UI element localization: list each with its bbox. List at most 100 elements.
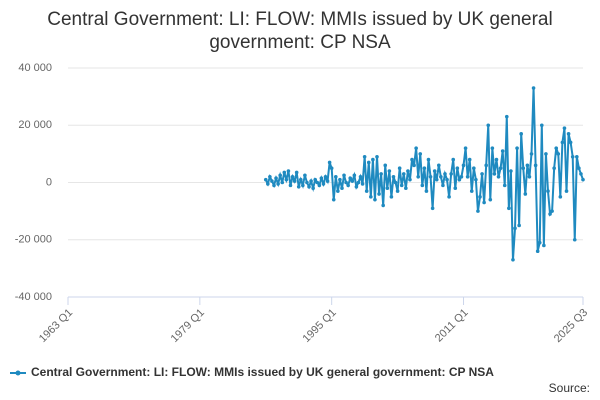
point bbox=[412, 163, 416, 168]
point bbox=[566, 132, 571, 136]
point bbox=[309, 179, 313, 183]
x-tick-label: 1979 Q1 bbox=[169, 307, 207, 345]
point bbox=[525, 163, 530, 168]
point bbox=[282, 170, 287, 175]
point bbox=[422, 166, 427, 170]
point bbox=[311, 186, 315, 191]
point bbox=[546, 189, 550, 193]
point bbox=[443, 172, 447, 176]
point bbox=[469, 189, 474, 193]
series-line bbox=[264, 88, 584, 260]
point bbox=[529, 152, 534, 156]
point bbox=[554, 146, 559, 150]
point bbox=[280, 180, 285, 185]
y-tick-label: -20 000 bbox=[15, 234, 52, 246]
point bbox=[467, 157, 472, 162]
point bbox=[373, 197, 377, 202]
point bbox=[276, 182, 280, 186]
point bbox=[325, 179, 330, 183]
point bbox=[315, 180, 320, 185]
point bbox=[371, 157, 375, 162]
point bbox=[387, 169, 392, 173]
point bbox=[424, 189, 429, 193]
point bbox=[416, 174, 421, 179]
y-tick-label: 20 000 bbox=[18, 119, 52, 131]
point bbox=[562, 126, 567, 130]
point bbox=[486, 123, 491, 128]
point bbox=[515, 146, 519, 150]
point bbox=[453, 186, 458, 191]
point bbox=[358, 174, 363, 179]
point bbox=[428, 174, 433, 179]
point bbox=[581, 177, 585, 182]
point bbox=[445, 177, 449, 182]
point bbox=[504, 114, 509, 119]
point bbox=[272, 183, 276, 188]
point bbox=[313, 177, 318, 182]
point bbox=[502, 183, 507, 188]
point bbox=[472, 166, 476, 170]
point bbox=[321, 182, 326, 186]
point bbox=[362, 154, 367, 159]
y-tick-label: 0 bbox=[46, 176, 52, 188]
point bbox=[292, 179, 297, 183]
point bbox=[496, 174, 501, 179]
point bbox=[408, 177, 412, 182]
point bbox=[391, 174, 396, 179]
point bbox=[290, 174, 295, 179]
point bbox=[305, 180, 309, 185]
point bbox=[303, 173, 307, 178]
point bbox=[340, 186, 344, 191]
point bbox=[331, 197, 336, 202]
point bbox=[521, 166, 526, 170]
point bbox=[492, 172, 497, 176]
point bbox=[323, 174, 328, 179]
point bbox=[465, 174, 470, 179]
point bbox=[533, 163, 538, 168]
point bbox=[342, 173, 346, 178]
point bbox=[484, 163, 488, 168]
point bbox=[286, 169, 291, 173]
point bbox=[336, 189, 340, 193]
point bbox=[369, 195, 373, 199]
point bbox=[531, 86, 536, 90]
point bbox=[263, 177, 268, 182]
point bbox=[274, 176, 278, 181]
x-tick-label: 2011 Q1 bbox=[433, 307, 471, 345]
legend-label: Central Government: LI: FLOW: MMIs issue… bbox=[31, 365, 494, 379]
point bbox=[377, 192, 381, 196]
y-tick-label: -40 000 bbox=[15, 291, 52, 303]
point bbox=[568, 140, 573, 145]
point bbox=[327, 160, 332, 165]
point bbox=[577, 166, 581, 170]
point bbox=[354, 184, 359, 189]
point bbox=[294, 170, 299, 175]
point bbox=[360, 182, 365, 186]
x-tick-label: 1995 Q1 bbox=[301, 307, 339, 345]
point bbox=[478, 195, 482, 199]
x-tick-label: 2025 Q3 bbox=[552, 307, 590, 345]
point bbox=[482, 200, 486, 205]
source: Source: bbox=[549, 381, 590, 395]
point bbox=[375, 154, 379, 159]
point bbox=[278, 173, 282, 178]
point bbox=[441, 183, 445, 188]
point bbox=[560, 140, 565, 145]
point bbox=[395, 189, 400, 193]
point bbox=[527, 174, 532, 179]
point bbox=[451, 157, 456, 162]
point bbox=[270, 179, 274, 183]
point bbox=[366, 160, 371, 165]
point bbox=[550, 209, 554, 213]
point bbox=[420, 183, 425, 188]
point bbox=[517, 223, 521, 228]
point bbox=[564, 189, 569, 193]
point bbox=[418, 152, 423, 156]
point bbox=[556, 152, 561, 156]
point bbox=[439, 174, 443, 179]
point bbox=[397, 166, 402, 170]
point bbox=[298, 177, 303, 182]
point bbox=[406, 169, 410, 173]
point bbox=[575, 154, 579, 159]
point bbox=[307, 184, 311, 189]
